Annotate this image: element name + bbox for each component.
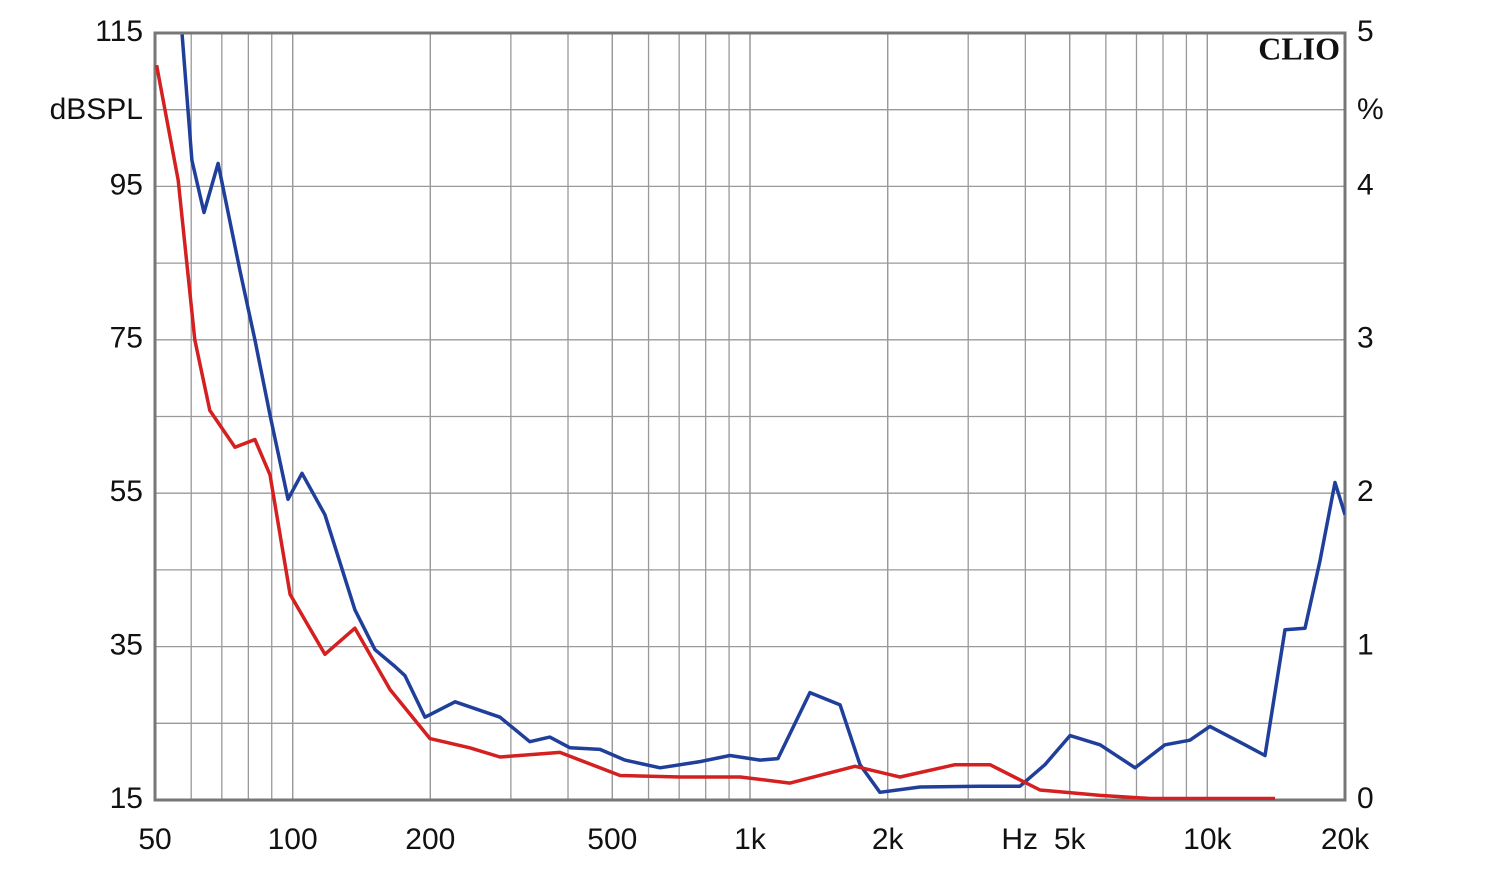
plot-frame	[153, 31, 1347, 802]
series-line	[155, 64, 1275, 800]
x-tick-label: 10k	[1183, 823, 1232, 856]
y-tick-label: 115	[95, 15, 143, 48]
x-tick-label: 5k	[1054, 823, 1087, 856]
y2-tick-label: 5	[1357, 15, 1374, 48]
y2-tick-label: 4	[1357, 168, 1374, 201]
chart-title: CLIO	[1258, 30, 1340, 66]
x-tick-label: 1k	[734, 823, 767, 856]
y2-tick-label: 2	[1357, 475, 1374, 508]
y-tick-label: 75	[110, 322, 143, 355]
x-tick-label: 50	[138, 823, 171, 856]
y-axis-label: dBSPL	[50, 93, 143, 126]
y2-axis-label: %	[1357, 93, 1384, 126]
y2-tick-label: 3	[1357, 322, 1374, 355]
y-tick-label: 15	[110, 782, 143, 815]
x-tick-label: 20k	[1321, 823, 1370, 856]
x-tick-label: 2k	[872, 823, 905, 856]
x-tick-label: 100	[268, 823, 318, 856]
y2-tick-label: 1	[1357, 629, 1374, 662]
y2-tick-label: 0	[1357, 782, 1374, 815]
x-axis-label: Hz	[1001, 823, 1038, 856]
y-tick-label: 35	[110, 629, 143, 662]
x-tick-label: 200	[405, 823, 455, 856]
y-tick-label: 95	[110, 168, 143, 201]
x-tick-label: 500	[587, 823, 637, 856]
y-tick-label: 55	[110, 475, 143, 508]
series-line	[180, 34, 1345, 795]
